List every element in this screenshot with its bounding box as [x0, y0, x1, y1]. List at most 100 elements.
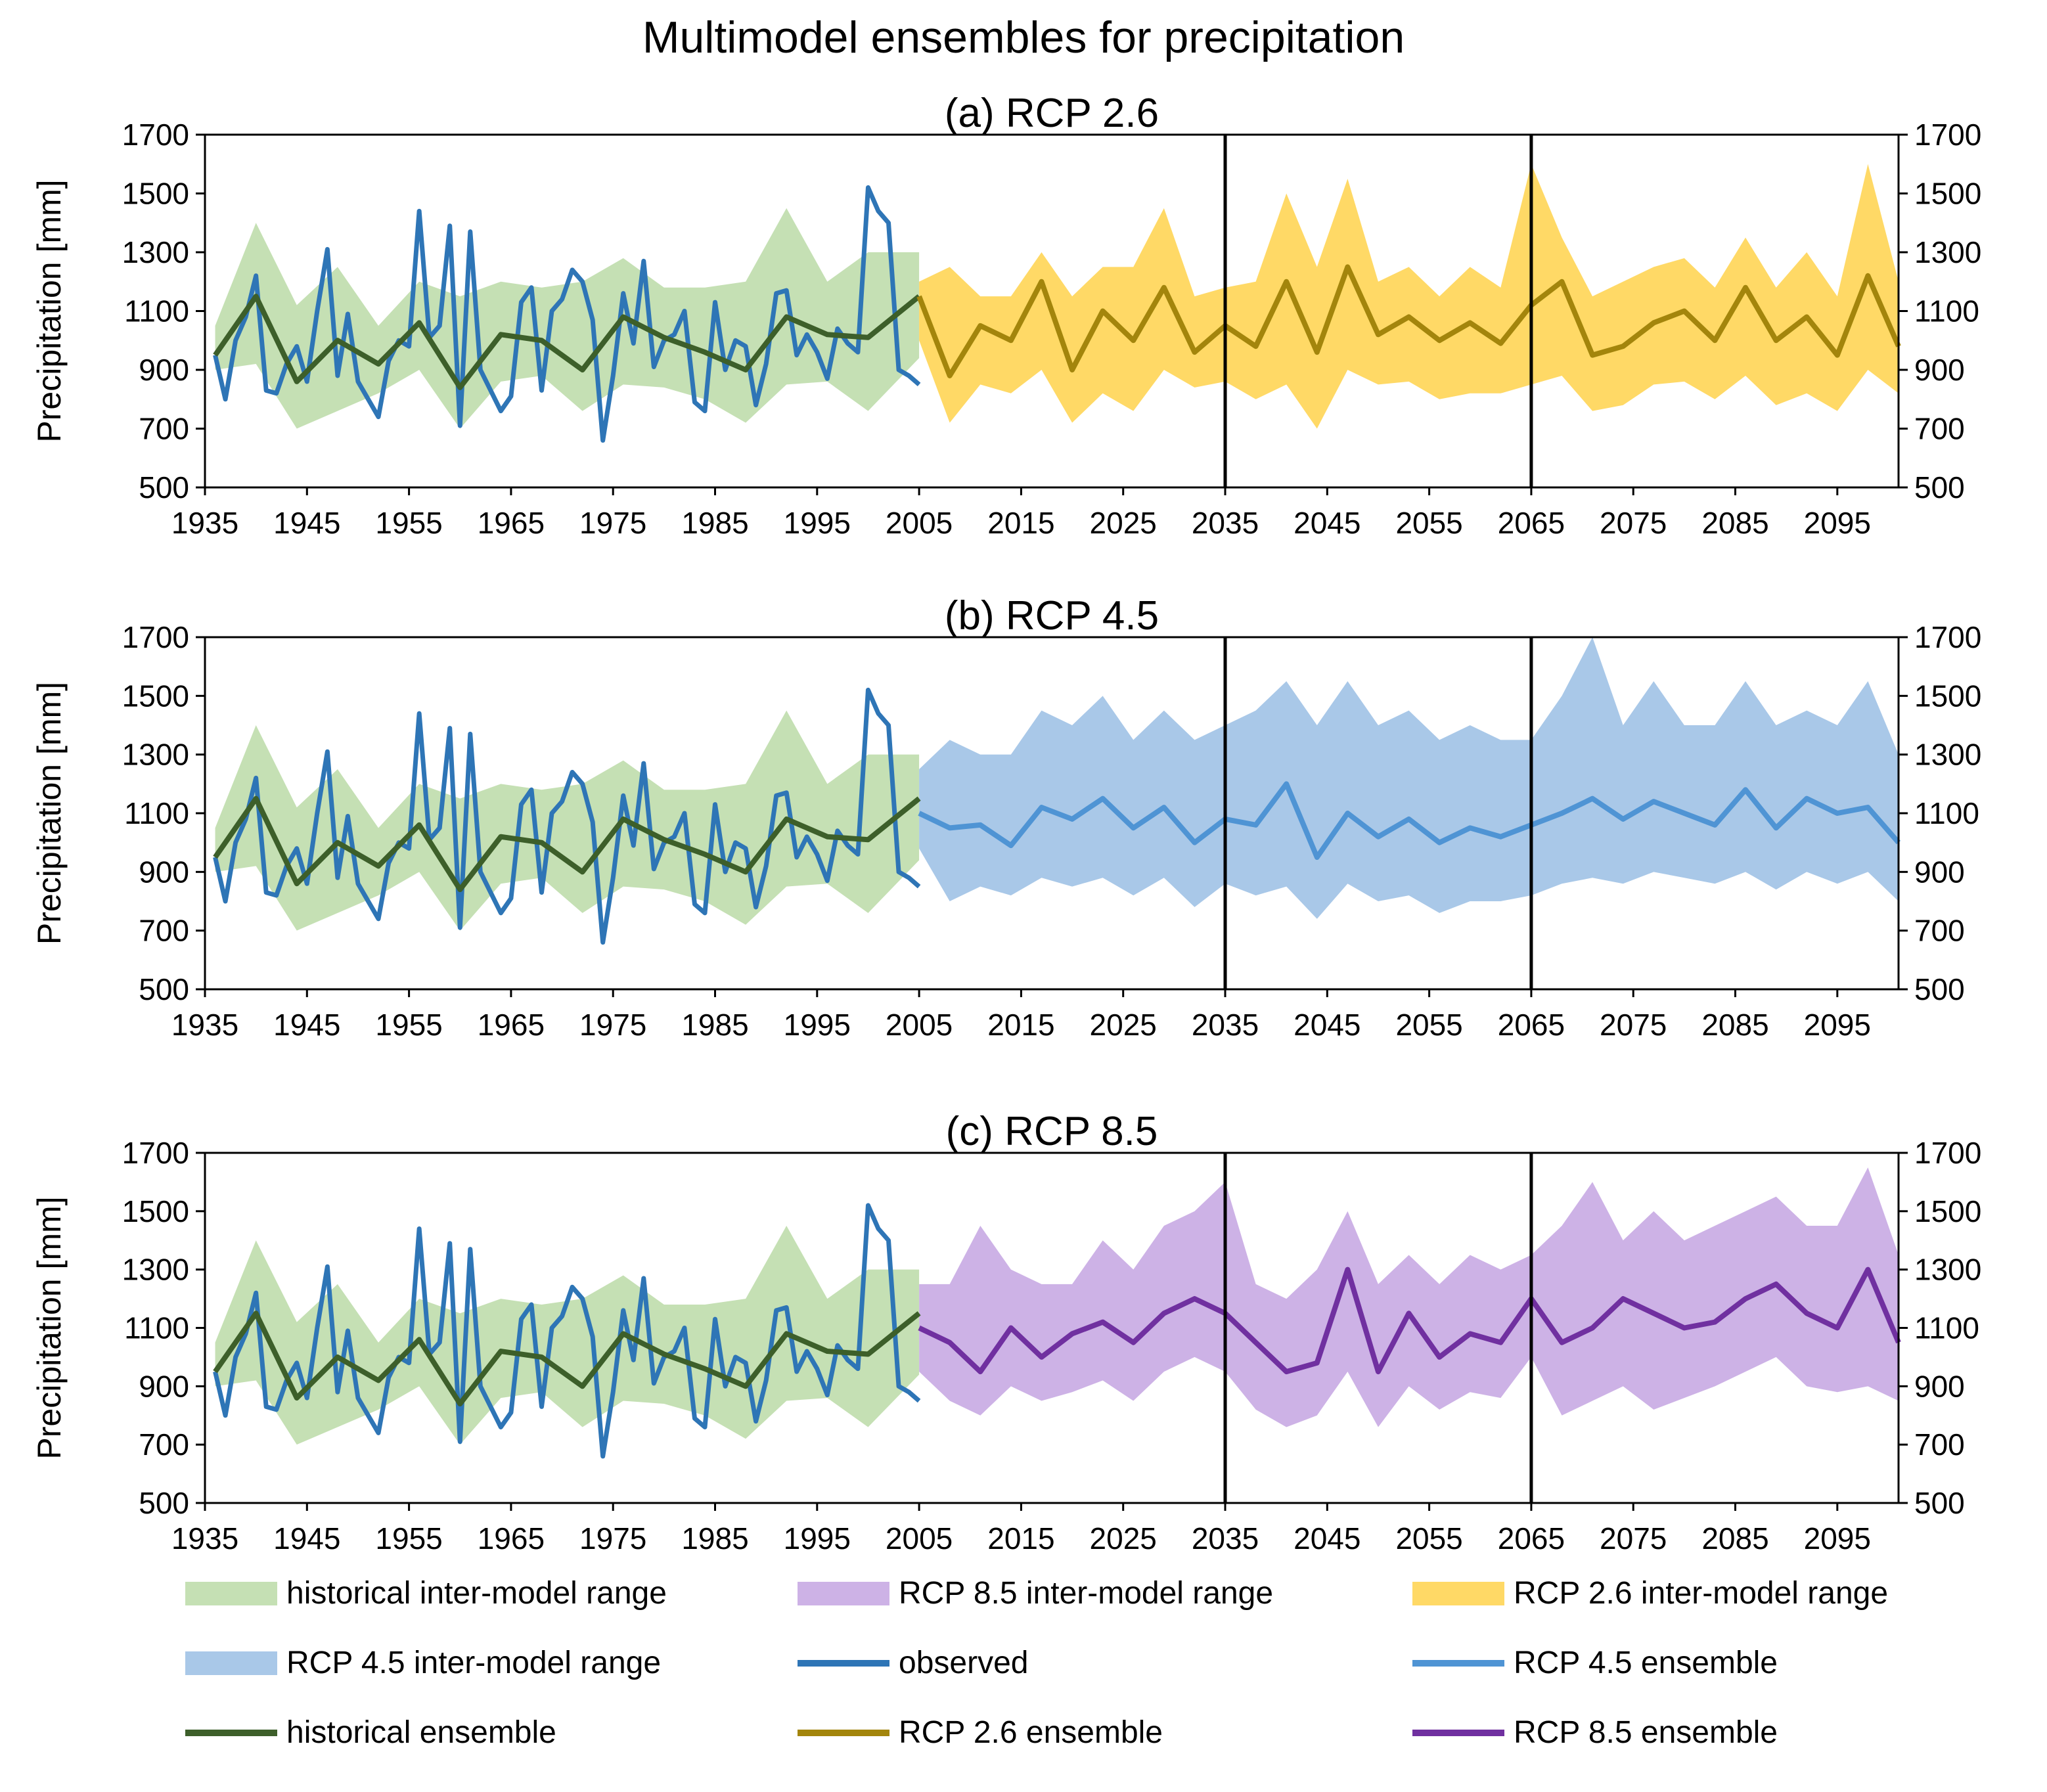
panel-b: (b) RCP 4.5 500 500 700 700 900 900 1100 1100 130… [31, 593, 1981, 1042]
y-tick-label: 700 [139, 914, 189, 948]
x-tick-label: 1975 [579, 506, 646, 540]
x-tick-label: 2015 [987, 506, 1054, 540]
y-axis-label: Precipitation [mm] [31, 682, 68, 945]
x-tick-label: 1955 [375, 1521, 442, 1556]
legend-swatch [798, 1659, 889, 1667]
figure-title: Multimodel ensembles for precipitation [642, 12, 1405, 62]
x-tick-label: 2045 [1293, 1521, 1361, 1556]
y-tick-label: 1700 [122, 1136, 189, 1170]
y-tick-label: 1300 [122, 1253, 189, 1287]
legend-swatch [185, 1581, 277, 1605]
legend-item: historical inter-model range [185, 1575, 667, 1611]
x-tick-label: 2095 [1804, 1521, 1871, 1556]
observed-line [213, 185, 921, 443]
legend-item: RCP 2.6 inter-model range [1412, 1575, 1888, 1611]
y-tick-label: 900 [139, 855, 189, 889]
y-tick-label-right: 1300 [1914, 738, 1981, 772]
y-axis-label: Precipitation [mm] [31, 1196, 68, 1459]
observed-line [213, 687, 921, 945]
historical-ensemble-line [213, 1310, 921, 1406]
y-tick-label: 1300 [122, 738, 189, 772]
y-tick-label: 500 [139, 470, 189, 504]
rcp85-range-band [919, 1167, 1899, 1427]
historical-ensemble-line [213, 294, 921, 390]
y-tick-label: 900 [139, 353, 189, 387]
panel-c: (c) RCP 8.5 500 500 700 700 900 900 1100 1100 130… [31, 1109, 1981, 1556]
legend-label: RCP 8.5 ensemble [1514, 1715, 1778, 1750]
rcp85-ensemble-line [918, 1266, 1901, 1375]
x-tick-label: 2065 [1498, 1521, 1565, 1556]
x-tick-label: 2085 [1701, 1008, 1768, 1042]
x-tick-label: 2025 [1090, 1521, 1157, 1556]
historical-range-band [215, 1226, 920, 1445]
rcp45-range-band [919, 637, 1899, 919]
x-tick-label: 2045 [1293, 506, 1361, 540]
y-tick-label-right: 1300 [1914, 1253, 1981, 1287]
x-tick-label: 2005 [886, 506, 953, 540]
x-tick-label: 2055 [1395, 1521, 1462, 1556]
y-tick-label: 1100 [124, 796, 189, 830]
legend-swatch [798, 1581, 889, 1605]
x-tick-label: 2085 [1701, 1521, 1768, 1556]
x-tick-label: 2075 [1600, 506, 1667, 540]
y-tick-label-right: 700 [1914, 1427, 1965, 1462]
legend-label: RCP 8.5 inter-model range [899, 1576, 1274, 1611]
x-tick-label: 1955 [375, 506, 442, 540]
y-tick-label: 1500 [122, 679, 189, 713]
legend-label: historical ensemble [286, 1715, 556, 1750]
panel-title: (c) RCP 8.5 [946, 1109, 1158, 1154]
y-tick-label-right: 1500 [1914, 177, 1981, 211]
x-tick-label: 2075 [1600, 1008, 1667, 1042]
x-tick-label: 1985 [681, 1521, 748, 1556]
y-tick-label: 1500 [122, 1194, 189, 1228]
x-tick-label: 1935 [171, 1521, 238, 1556]
observed-line [213, 1203, 921, 1459]
legend-swatch [185, 1651, 277, 1675]
x-tick-label: 2065 [1498, 1008, 1565, 1042]
legend-swatch [185, 1729, 277, 1736]
y-tick-label-right: 1300 [1914, 235, 1981, 269]
legend-label: observed [899, 1646, 1029, 1680]
y-tick-label: 1100 [124, 294, 189, 328]
x-tick-label: 2035 [1192, 506, 1259, 540]
rcp45-ensemble-line [918, 781, 1901, 860]
x-tick-label: 2015 [987, 1008, 1054, 1042]
x-tick-label: 2025 [1090, 1008, 1157, 1042]
x-tick-label: 1935 [171, 1008, 238, 1042]
x-tick-label: 1995 [784, 506, 851, 540]
panel-title: (b) RCP 4.5 [945, 593, 1159, 638]
y-tick-label: 1100 [124, 1311, 189, 1345]
legend-swatch [798, 1729, 889, 1736]
x-tick-label: 1965 [478, 1008, 545, 1042]
x-tick-label: 1945 [273, 1521, 340, 1556]
legend-label: historical inter-model range [286, 1576, 667, 1611]
y-tick-label-right: 1700 [1914, 1136, 1981, 1170]
legend-item: RCP 4.5 ensemble [1412, 1645, 1778, 1681]
x-tick-label: 1985 [681, 506, 748, 540]
y-tick-label: 900 [139, 1369, 189, 1403]
rcp26-range-band [919, 164, 1899, 429]
y-tick-label-right: 1100 [1914, 1311, 1979, 1345]
x-tick-label: 1945 [273, 506, 340, 540]
y-tick-label: 500 [139, 972, 189, 1006]
historical-ensemble-line [213, 795, 921, 893]
y-axis-label: Precipitation [mm] [31, 179, 68, 442]
x-tick-label: 2095 [1804, 506, 1871, 540]
x-tick-label: 2045 [1293, 1008, 1361, 1042]
x-tick-label: 2085 [1701, 506, 1768, 540]
legend-item: observed [798, 1645, 1028, 1681]
y-tick-label: 1300 [122, 235, 189, 269]
legend-swatch [1412, 1581, 1504, 1605]
x-tick-label: 1995 [784, 1521, 851, 1556]
x-tick-label: 1995 [784, 1008, 851, 1042]
y-tick-label: 1700 [122, 118, 189, 152]
y-tick-label-right: 1500 [1914, 679, 1981, 713]
y-tick-label-right: 1700 [1914, 620, 1981, 654]
y-tick-label: 1700 [122, 620, 189, 654]
x-tick-label: 1975 [579, 1008, 646, 1042]
legend-label: RCP 4.5 inter-model range [286, 1646, 662, 1680]
legend-label: RCP 2.6 ensemble [899, 1715, 1163, 1750]
x-tick-label: 2055 [1395, 506, 1462, 540]
legend-item: RCP 8.5 ensemble [1412, 1714, 1778, 1751]
